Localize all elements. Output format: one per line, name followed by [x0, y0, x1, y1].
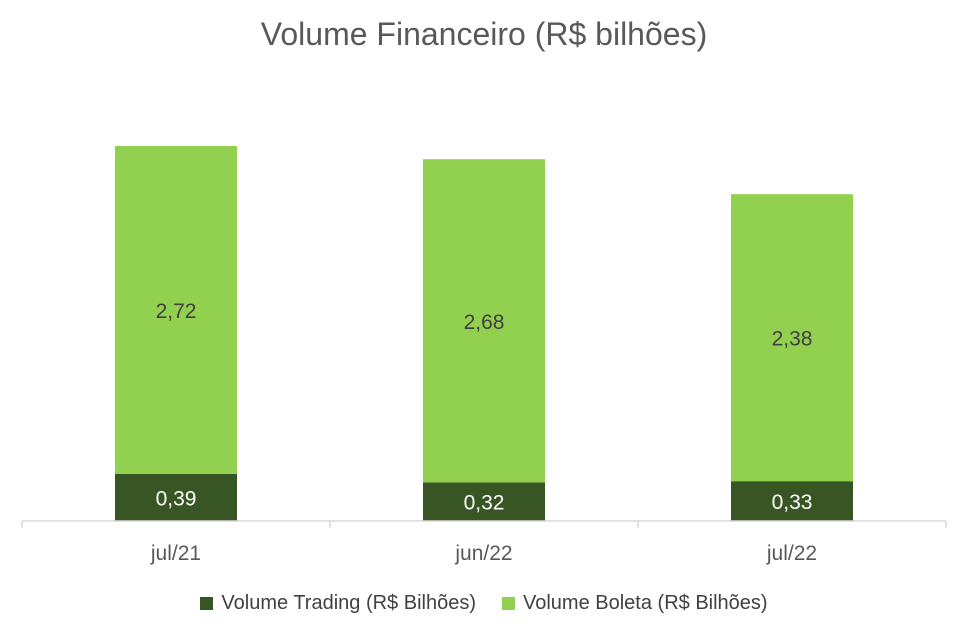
legend-label-boleta: Volume Boleta (R$ Bilhões) [523, 592, 768, 614]
x-tick-label-jul-21: jul/21 [150, 542, 201, 565]
bar-trading-jun-22 [423, 482, 545, 521]
x-tick-label-jul-22: jul/22 [766, 542, 817, 565]
data-label-boleta-jun-22: 2,68 [464, 311, 505, 334]
bar-trading-jul-21 [115, 473, 237, 521]
data-label-trading-jul-22: 0,33 [772, 491, 813, 514]
x-tick-label-jun-22: jun/22 [454, 542, 512, 565]
data-label-trading-jul-21: 0,39 [156, 487, 197, 510]
bar-boleta-jul-22 [731, 194, 853, 482]
data-label-trading-jun-22: 0,32 [464, 492, 505, 515]
legend-swatch-trading [200, 597, 214, 610]
legend-item-trading: Volume Trading (R$ Bilhões) [200, 592, 476, 615]
data-label-boleta-jul-21: 2,72 [156, 300, 197, 323]
bar-trading-jul-22 [731, 481, 853, 521]
legend-item-boleta: Volume Boleta (R$ Bilhões) [502, 592, 768, 615]
bar-boleta-jun-22 [423, 159, 545, 483]
data-label-boleta-jul-22: 2,38 [772, 328, 813, 351]
legend-label-trading: Volume Trading (R$ Bilhões) [221, 592, 476, 614]
bar-boleta-jul-21 [115, 145, 237, 474]
legend: Volume Trading (R$ Bilhões) Volume Bolet… [0, 592, 968, 615]
chart-title: Volume Financeiro (R$ bilhões) [260, 16, 708, 52]
legend-swatch-boleta [502, 597, 515, 610]
